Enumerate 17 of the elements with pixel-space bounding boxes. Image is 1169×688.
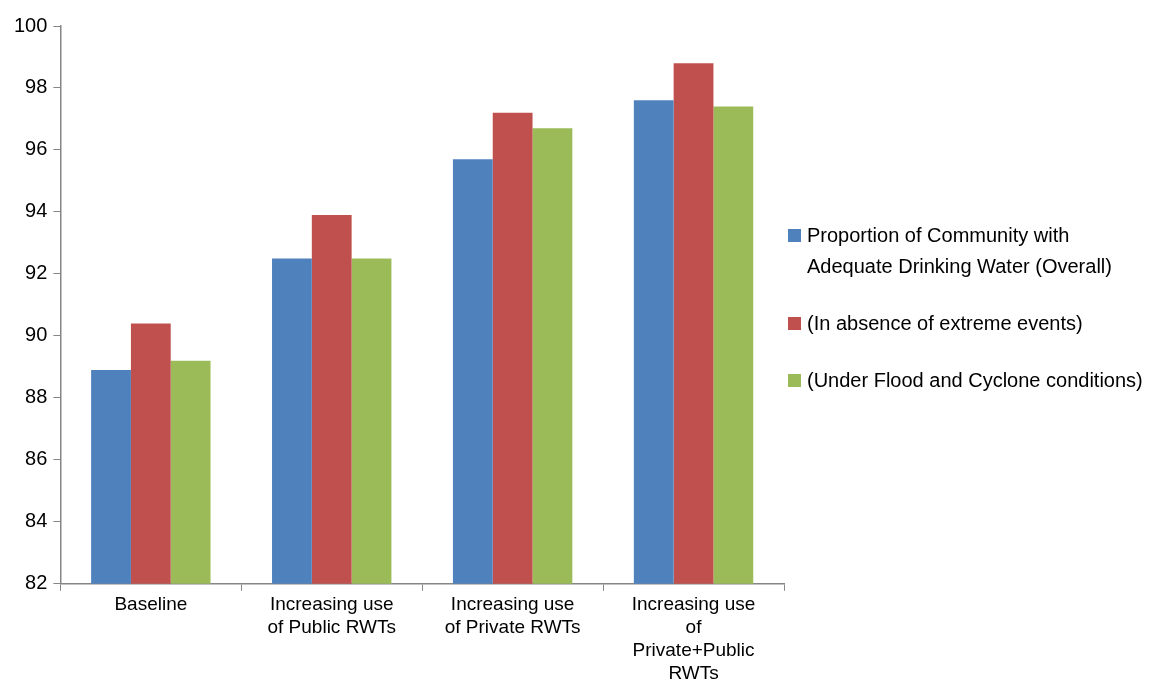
y-tick-label: 88 xyxy=(25,385,48,408)
y-tick-label: 84 xyxy=(25,509,48,532)
y-tick-label: 94 xyxy=(25,199,48,222)
y-tick-label: 86 xyxy=(25,447,48,470)
y-tick-label: 98 xyxy=(25,75,48,98)
legend-label: (Under Flood and Cyclone conditions) xyxy=(807,368,1143,393)
y-tick-label: 96 xyxy=(25,137,48,160)
y-tick-label: 92 xyxy=(25,261,48,284)
x-tick-label: Baseline xyxy=(114,593,188,615)
legend-label: Proportion of Community with Adequate Drinking Water (Overall) xyxy=(807,223,1113,279)
legend-label: (In absence of extreme events) xyxy=(807,311,1083,336)
x-tick-label: Increasing use of Private+Public RWTs xyxy=(631,593,756,683)
y-tick-label: 82 xyxy=(25,571,48,594)
y-tick-label: 90 xyxy=(25,323,48,346)
x-tick-label: Increasing use of Public RWTs xyxy=(267,593,396,638)
y-tick-label: 100 xyxy=(13,13,48,36)
x-tick-label: Increasing use of Private RWTs xyxy=(444,593,581,638)
